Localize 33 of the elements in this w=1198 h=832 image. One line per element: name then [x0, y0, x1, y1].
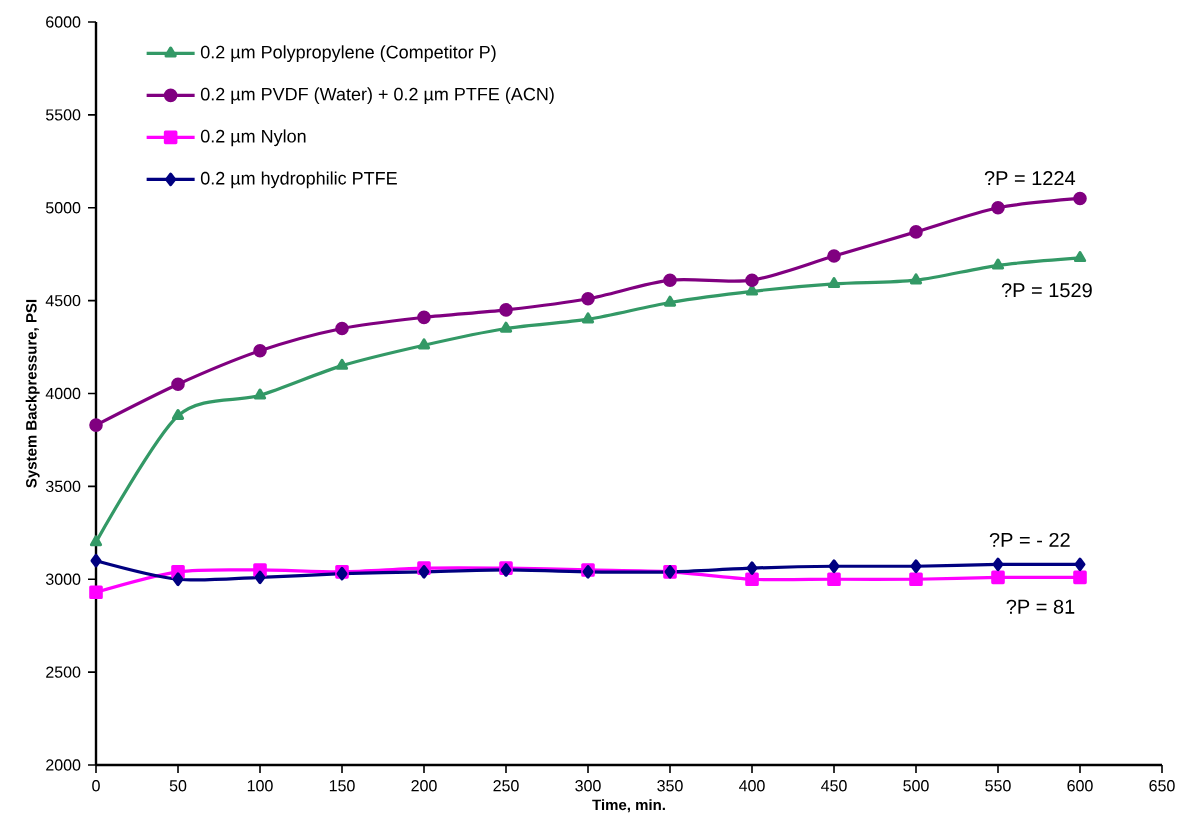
y-axis-title: System Backpressure, PSI — [25, 299, 40, 488]
y-tick-label: 5000 — [45, 202, 81, 214]
y-tick-label: 2500 — [46, 666, 81, 678]
x-tick-label: 350 — [657, 780, 683, 792]
x-tick-label: 100 — [247, 780, 273, 792]
x-axis-title: Time, min. — [592, 799, 665, 813]
x-tick-label: 550 — [985, 780, 1011, 792]
x-tick-label: 400 — [739, 780, 765, 792]
annotation: ?P = - 22 — [989, 532, 1070, 547]
x-tick-label: 500 — [903, 780, 929, 792]
y-tick-label: 3000 — [45, 573, 81, 585]
y-tick-label: 2000 — [46, 759, 81, 771]
x-tick-label: 50 — [169, 780, 187, 792]
x-tick-label: 0 — [92, 780, 100, 792]
x-tick-label: 650 — [1149, 780, 1175, 792]
annotation: ?P = 1224 — [984, 171, 1076, 186]
x-tick-label: 150 — [329, 780, 355, 792]
x-tick-label: 200 — [411, 780, 437, 792]
y-tick-label: 4000 — [45, 387, 81, 400]
legend-label: 0.2 µm Nylon — [200, 129, 306, 147]
y-tick-label: 6000 — [46, 16, 81, 28]
y-tick-label: 3500 — [45, 480, 81, 493]
annotation: ?P = 81 — [1006, 599, 1075, 614]
y-tick-label: 4500 — [45, 294, 81, 307]
annotation: ?P = 1529 — [1001, 283, 1092, 298]
x-tick-label: 250 — [493, 780, 519, 792]
x-tick-label: 450 — [821, 780, 847, 792]
y-tick-label: 5500 — [45, 109, 81, 121]
x-tick-label: 600 — [1067, 780, 1093, 792]
legend-label: 0.2 µm Polypropylene (Competitor P) — [200, 45, 496, 63]
legend-label: 0.2 µm hydrophilic PTFE — [200, 171, 397, 189]
x-tick-label: 300 — [575, 780, 601, 792]
legend-label: 0.2 µm PVDF (Water) + 0.2 µm PTFE (ACN) — [200, 87, 554, 105]
